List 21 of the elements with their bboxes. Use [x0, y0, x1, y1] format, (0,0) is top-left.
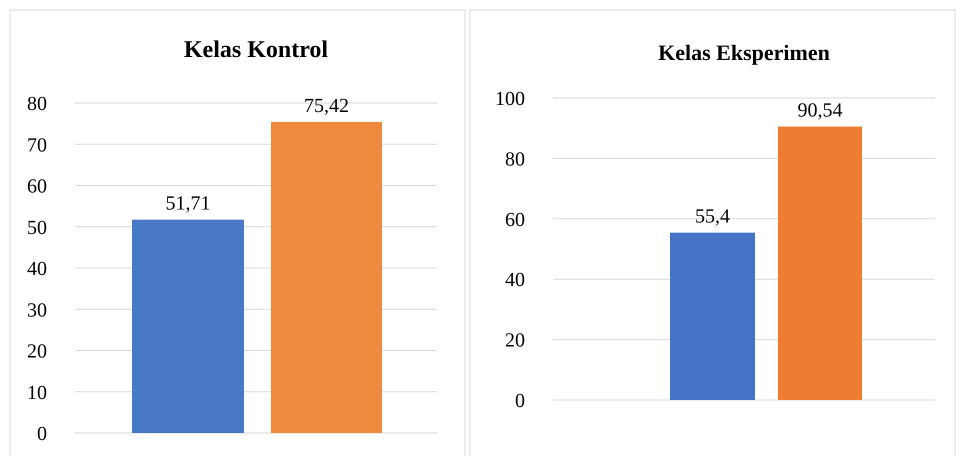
y-tick-label: 0: [37, 423, 47, 445]
y-tick-label: 80: [27, 93, 47, 115]
y-tick-label: 70: [27, 134, 47, 156]
y-tick-label: 10: [27, 382, 47, 404]
y-tick-label: 60: [27, 176, 47, 198]
chart-title: Kelas Eksperimen: [658, 40, 830, 65]
y-tick-label: 80: [505, 148, 525, 170]
data-label: 51,71: [166, 192, 210, 215]
y-tick-label: 20: [27, 340, 47, 362]
data-label: 90,54: [798, 100, 842, 122]
y-tick-label: 40: [27, 258, 47, 280]
data-label: 55,4: [695, 206, 730, 228]
y-tick-label: 30: [27, 299, 47, 322]
y-tick-label: 100: [495, 88, 525, 110]
y-tick-label: 50: [27, 216, 47, 239]
y-tick-label: 0: [515, 390, 525, 412]
y-tick-label: 40: [505, 269, 525, 292]
y-tick-label: 60: [505, 208, 525, 231]
chart-title: Kelas Kontrol: [184, 37, 328, 63]
data-label: 75,42: [304, 94, 349, 117]
y-tick-label: 20: [505, 330, 525, 352]
